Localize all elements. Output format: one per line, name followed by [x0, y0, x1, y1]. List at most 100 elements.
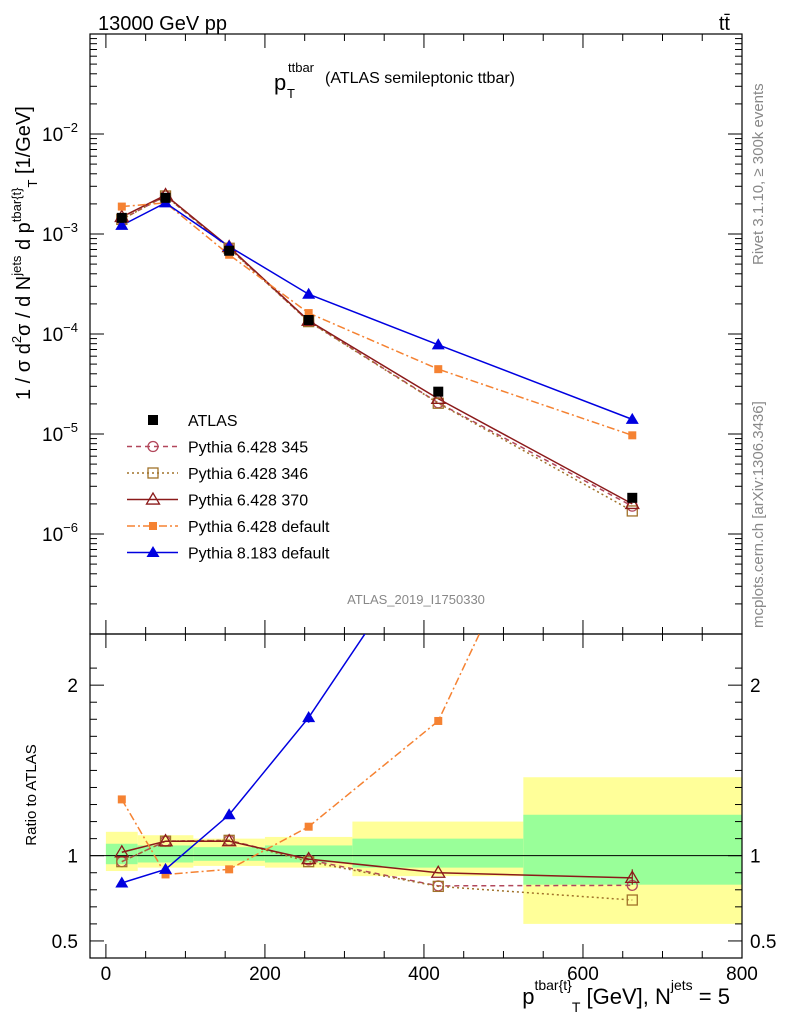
series-markers — [114, 187, 640, 906]
series-line-0 — [121, 195, 633, 507]
xlabel-sub: T — [572, 999, 581, 1015]
y-tick-label: 10−2 — [42, 120, 78, 146]
ratio-tick-label: 2 — [67, 676, 78, 697]
ratio-tick-label-right: 1 — [750, 847, 761, 868]
xlabel-rest: [GeV], N — [580, 984, 670, 1009]
ratio-point-3 — [304, 822, 313, 831]
ylabel-mid: σ / d N — [13, 276, 35, 336]
series-line-4 — [121, 201, 633, 421]
energy-label: 13000 GeV pp — [98, 13, 227, 35]
series-line-3 — [121, 202, 633, 437]
x-tick-label: 0 — [101, 964, 112, 985]
ratio-point-2 — [430, 864, 446, 878]
ratio-point-2 — [301, 851, 317, 865]
title-sup: ttbar — [288, 60, 315, 75]
xlabel-sup: tbar{t} — [534, 977, 572, 993]
data-point — [116, 212, 127, 223]
series-point-4 — [625, 412, 639, 424]
ratio-point-2 — [114, 844, 130, 858]
x-tick-label: 400 — [408, 964, 440, 985]
xlabel-end: = 5 — [693, 984, 730, 1009]
axis-ticks: 0 200 400 600 800 10−2 10−3 10−4 10−5 10−6 0.5 0.5 1… — [42, 34, 776, 985]
band-green-3 — [264, 845, 353, 863]
ratio-markers — [114, 518, 640, 906]
ratio-axis-title: Ratio to ATLAS — [23, 744, 40, 845]
x-tick-label: 600 — [567, 964, 599, 985]
legend-marker — [147, 467, 159, 479]
ylabel-sup1: 2 — [9, 336, 24, 343]
xlabel-sup2: jets — [670, 977, 693, 993]
ylabel-sup2: jets — [9, 255, 24, 277]
ylabel-prefix: 1 / σ d — [13, 343, 35, 400]
ylabel-mid2: d p — [13, 222, 35, 255]
data-point — [627, 492, 638, 503]
y-axis-title: 1 / σ d2σ / d Njets d ptbar{t}T [1/GeV] — [9, 106, 40, 400]
ylabel-sup3: tbar{t} — [9, 187, 24, 222]
data-point — [303, 315, 314, 326]
ratio-tick-label: 0.5 — [52, 932, 78, 953]
legend-label: ATLAS — [188, 413, 238, 430]
title-sub: T — [287, 86, 295, 101]
data-point — [224, 245, 235, 256]
legend-marker — [147, 440, 159, 453]
series-line-1 — [121, 195, 633, 512]
ratio-point-2 — [157, 833, 174, 847]
legend-label: Pythia 6.428 370 — [188, 493, 308, 510]
x-tick-label: 200 — [249, 964, 281, 985]
main-frame — [89, 33, 743, 635]
title-rest: (ATLAS semileptonic ttbar) — [325, 70, 515, 87]
xlabel-p: p — [522, 984, 534, 1009]
band-green-1 — [137, 845, 194, 863]
svg-text:ptbar{t}T [GeV], Njets = 5: ptbar{t}T [GeV], Njets = 5 — [522, 977, 730, 1015]
series-point-2 — [430, 390, 446, 404]
rivet-label: Rivet 3.1.10, ≥ 300k events — [750, 83, 767, 265]
data-point — [160, 192, 171, 203]
series-line-2 — [121, 194, 633, 505]
y-tick-label: 10−4 — [42, 320, 78, 346]
title-p: p — [274, 70, 286, 95]
ratio-line-1 — [121, 839, 633, 901]
legend-marker — [146, 546, 160, 558]
ratio-point-3 — [117, 795, 126, 804]
ratio-point-3 — [225, 865, 234, 874]
band-green-2 — [193, 847, 265, 861]
ratio-point-2 — [221, 833, 237, 847]
ylabel-end: [1/GeV] — [13, 106, 35, 179]
series-point-4 — [302, 287, 316, 299]
ratio-point-4 — [115, 876, 129, 888]
band-green-4 — [352, 838, 524, 868]
legend-label: Pythia 6.428 346 — [188, 466, 308, 483]
series-point-3 — [628, 431, 637, 440]
process-label: tt̄ — [719, 13, 731, 35]
series-point-3 — [304, 309, 313, 318]
x-axis-title: ptbar{t}T [GeV], Njets = 5 — [522, 977, 730, 1015]
ratio-point-4 — [159, 862, 173, 874]
ratio-point-3 — [434, 716, 443, 725]
legend-label: Pythia 8.183 default — [188, 546, 330, 563]
legend-marker — [145, 491, 161, 505]
y-tick-label: 10−3 — [42, 220, 78, 246]
ratio-point-3 — [161, 870, 170, 879]
ratio-frame — [89, 633, 743, 959]
legend-marker — [148, 415, 158, 425]
legend-label: Pythia 6.428 default — [188, 519, 330, 536]
ratio-tick-label: 1 — [67, 847, 78, 868]
ratio-tick-label-right: 0.5 — [750, 932, 776, 953]
data-point — [433, 386, 444, 397]
series-point-1 — [626, 505, 638, 517]
ratio-lines — [121, 634, 633, 901]
series-point-2 — [624, 496, 640, 510]
series-point-4 — [431, 338, 445, 350]
ratio-tick-label-right: 2 — [750, 676, 761, 697]
y-tick-label: 10−5 — [42, 420, 78, 446]
series-point-3 — [434, 365, 443, 374]
ratio-point-1 — [432, 880, 444, 893]
ratio-point-1 — [626, 894, 638, 906]
ratio-point-4 — [432, 518, 445, 529]
x-tick-label: 800 — [726, 964, 758, 985]
y-tick-label: 10−6 — [42, 520, 78, 546]
band-green-0 — [105, 843, 138, 865]
mcplots-label: mcplots.cern.ch [arXiv:1306.3436] — [750, 401, 767, 628]
uncertainty-bands — [105, 777, 742, 924]
